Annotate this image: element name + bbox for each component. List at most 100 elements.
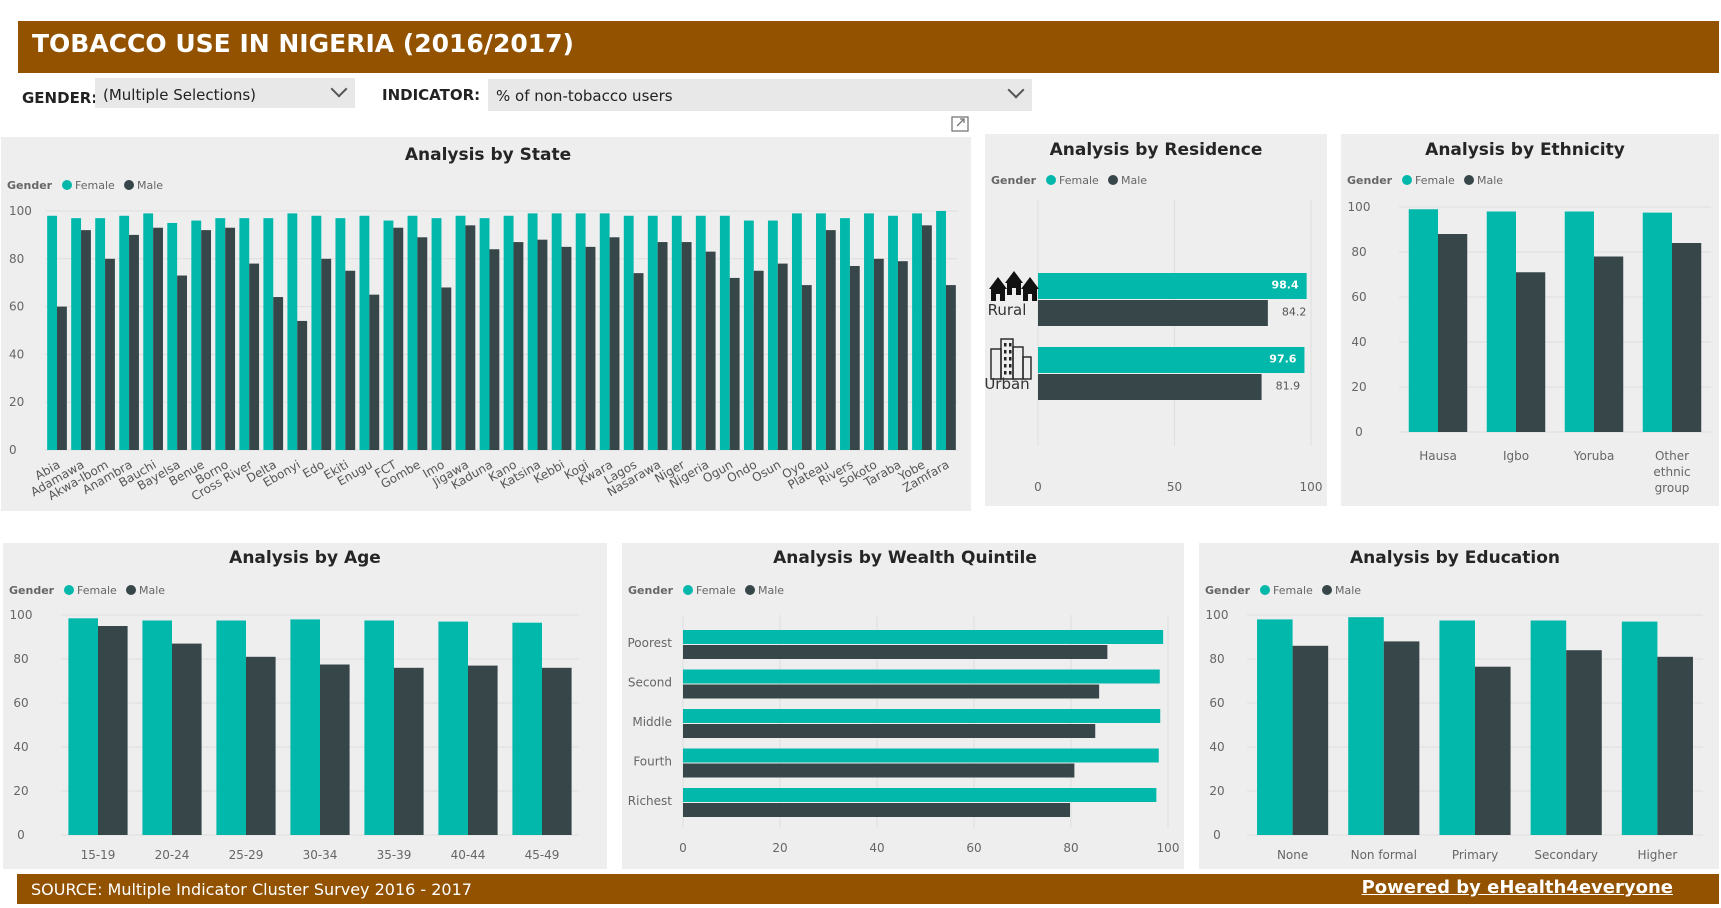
female-bar-20-24[interactable] bbox=[142, 620, 172, 836]
male-bar-osun[interactable] bbox=[777, 263, 788, 450]
powered-by-link[interactable]: Powered by eHealth4everyone bbox=[1361, 877, 1673, 898]
male-bar-kogi[interactable] bbox=[585, 246, 596, 450]
male-bar-akwa-ibom[interactable] bbox=[105, 258, 115, 450]
male-bar-yobe[interactable] bbox=[921, 225, 932, 450]
female-bar-borno[interactable] bbox=[215, 218, 226, 450]
male-bar-zamfara[interactable] bbox=[945, 285, 956, 450]
male-bar-bauchi[interactable] bbox=[153, 227, 163, 450]
male-bar-richest[interactable] bbox=[683, 803, 1071, 817]
female-bar-osun[interactable] bbox=[767, 220, 778, 450]
female-bar-45-49[interactable] bbox=[512, 622, 542, 835]
female-bar-benue[interactable] bbox=[191, 220, 202, 450]
male-bar-rivers[interactable] bbox=[849, 265, 860, 450]
female-bar-lagos[interactable] bbox=[623, 215, 634, 450]
male-bar-kebbi[interactable] bbox=[561, 246, 572, 450]
female-bar-richest[interactable] bbox=[683, 788, 1157, 802]
male-bar-igbo[interactable] bbox=[1516, 272, 1546, 432]
female-bar-15-19[interactable] bbox=[68, 618, 98, 835]
female-bar-secondary[interactable] bbox=[1530, 620, 1567, 836]
female-bar-middle[interactable] bbox=[683, 709, 1161, 723]
female-bar-fct[interactable] bbox=[383, 220, 394, 450]
female-bar-urban[interactable] bbox=[1038, 347, 1305, 373]
male-bar-delta[interactable] bbox=[273, 297, 284, 450]
male-bar-hausa[interactable] bbox=[1438, 234, 1468, 432]
female-bar-delta[interactable] bbox=[263, 218, 274, 450]
female-bar-nasarawa[interactable] bbox=[647, 215, 658, 450]
female-bar-kwara[interactable] bbox=[599, 213, 610, 450]
female-bar-poorest[interactable] bbox=[683, 630, 1164, 644]
male-bar-other-ethnic-group[interactable] bbox=[1672, 243, 1702, 432]
female-bar-katsina[interactable] bbox=[527, 213, 538, 450]
male-bar-abia[interactable] bbox=[57, 306, 67, 450]
gender-dropdown[interactable]: (Multiple Selections) bbox=[95, 78, 355, 108]
male-bar-ebonyi[interactable] bbox=[297, 320, 308, 450]
female-bar-yobe[interactable] bbox=[912, 213, 922, 450]
male-bar-rural[interactable] bbox=[1038, 300, 1268, 326]
male-bar-niger[interactable] bbox=[681, 242, 692, 450]
male-bar-urban[interactable] bbox=[1038, 374, 1262, 400]
male-bar-fct[interactable] bbox=[393, 227, 404, 450]
female-bar-zamfara[interactable] bbox=[936, 211, 946, 450]
male-bar-30-34[interactable] bbox=[320, 664, 350, 836]
male-bar-ekiti[interactable] bbox=[345, 270, 356, 450]
female-bar-abia[interactable] bbox=[47, 215, 58, 450]
male-bar-bayelsa[interactable] bbox=[177, 275, 187, 450]
female-bar-jigawa[interactable] bbox=[455, 215, 466, 450]
male-bar-middle[interactable] bbox=[683, 724, 1096, 738]
male-bar-none[interactable] bbox=[1292, 645, 1329, 835]
male-bar-lagos[interactable] bbox=[633, 273, 644, 450]
female-bar-higher[interactable] bbox=[1621, 621, 1658, 835]
female-bar-bayelsa[interactable] bbox=[167, 222, 178, 450]
male-bar-second[interactable] bbox=[683, 684, 1100, 699]
male-bar-gombe[interactable] bbox=[417, 237, 428, 450]
female-bar-nigeria[interactable] bbox=[695, 215, 706, 450]
male-bar-benue[interactable] bbox=[201, 230, 212, 450]
female-bar-non-formal[interactable] bbox=[1348, 617, 1384, 835]
male-bar-kaduna[interactable] bbox=[489, 249, 500, 450]
female-bar-anambra[interactable] bbox=[119, 215, 130, 450]
female-bar-rural[interactable] bbox=[1038, 273, 1307, 299]
female-bar-35-39[interactable] bbox=[364, 620, 394, 836]
male-bar-40-44[interactable] bbox=[468, 665, 498, 835]
female-bar-kogi[interactable] bbox=[575, 213, 586, 450]
female-bar-second[interactable] bbox=[683, 669, 1160, 684]
female-bar-sokoto[interactable] bbox=[864, 213, 874, 450]
female-bar-ebonyi[interactable] bbox=[287, 213, 298, 450]
male-bar-sokoto[interactable] bbox=[873, 258, 884, 450]
male-bar-higher[interactable] bbox=[1657, 656, 1693, 835]
female-bar-fourth[interactable] bbox=[683, 748, 1159, 763]
female-bar-ekiti[interactable] bbox=[335, 218, 346, 450]
male-bar-imo[interactable] bbox=[441, 287, 452, 450]
female-bar-akwa-ibom[interactable] bbox=[95, 218, 106, 450]
female-bar-imo[interactable] bbox=[431, 218, 442, 450]
focus-mode-icon[interactable] bbox=[951, 116, 969, 132]
male-bar-cross-river[interactable] bbox=[249, 263, 260, 450]
female-bar-igbo[interactable] bbox=[1486, 211, 1516, 433]
female-bar-rivers[interactable] bbox=[840, 218, 850, 450]
male-bar-15-19[interactable] bbox=[98, 626, 128, 835]
male-bar-enugu[interactable] bbox=[369, 294, 380, 450]
male-bar-poorest[interactable] bbox=[683, 645, 1108, 659]
male-bar-35-39[interactable] bbox=[394, 667, 424, 835]
male-bar-jigawa[interactable] bbox=[465, 225, 476, 450]
female-bar-30-34[interactable] bbox=[290, 619, 320, 835]
female-bar-kaduna[interactable] bbox=[479, 218, 490, 450]
male-bar-plateau[interactable] bbox=[825, 230, 836, 450]
female-bar-hausa[interactable] bbox=[1408, 209, 1438, 432]
male-bar-non-formal[interactable] bbox=[1383, 641, 1420, 835]
female-bar-none[interactable] bbox=[1257, 619, 1293, 835]
female-bar-gombe[interactable] bbox=[407, 215, 418, 450]
male-bar-nigeria[interactable] bbox=[705, 251, 716, 450]
male-bar-ondo[interactable] bbox=[753, 270, 764, 450]
indicator-dropdown[interactable]: % of non-tobacco users bbox=[488, 79, 1032, 111]
female-bar-ondo[interactable] bbox=[743, 220, 754, 450]
female-bar-taraba[interactable] bbox=[888, 215, 898, 450]
male-bar-fourth[interactable] bbox=[683, 763, 1075, 778]
male-bar-oyo[interactable] bbox=[801, 285, 812, 450]
female-bar-adamawa[interactable] bbox=[71, 218, 82, 450]
female-bar-plateau[interactable] bbox=[816, 213, 826, 450]
male-bar-20-24[interactable] bbox=[172, 643, 202, 835]
male-bar-primary[interactable] bbox=[1475, 666, 1511, 835]
male-bar-katsina[interactable] bbox=[537, 239, 548, 450]
female-bar-primary[interactable] bbox=[1439, 620, 1475, 836]
